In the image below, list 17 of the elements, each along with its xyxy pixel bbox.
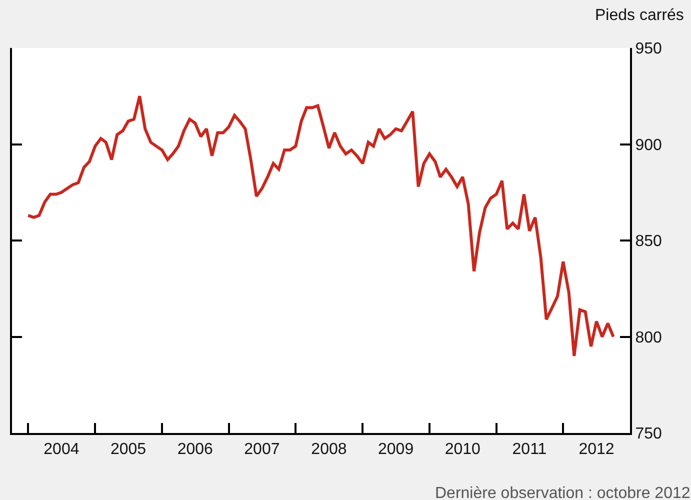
line-series: [26, 94, 615, 358]
x-tick-label: 2006: [177, 441, 214, 458]
text: Dernière observation : octobre 2012: [435, 485, 690, 500]
x-tick-label: 2010: [444, 441, 481, 458]
x-tick-label: 2008: [311, 441, 347, 458]
y-tick-label: 900: [635, 136, 662, 154]
y-axis-title: Pieds carrés: [595, 7, 684, 24]
x-tick-label: 2004: [44, 441, 80, 458]
x-tick-label: 2011: [512, 441, 547, 458]
x-tick-label: 2005: [110, 441, 146, 458]
x-tick-label: 2012: [578, 441, 614, 458]
x-tick-label: 2007: [244, 441, 280, 458]
y-tick-label: 750: [635, 426, 662, 443]
y-tick-label: 950: [635, 40, 662, 58]
y-tick-label: 850: [635, 233, 662, 250]
x-tick-label: 2009: [378, 441, 414, 458]
y-tick-label: 800: [635, 329, 662, 346]
